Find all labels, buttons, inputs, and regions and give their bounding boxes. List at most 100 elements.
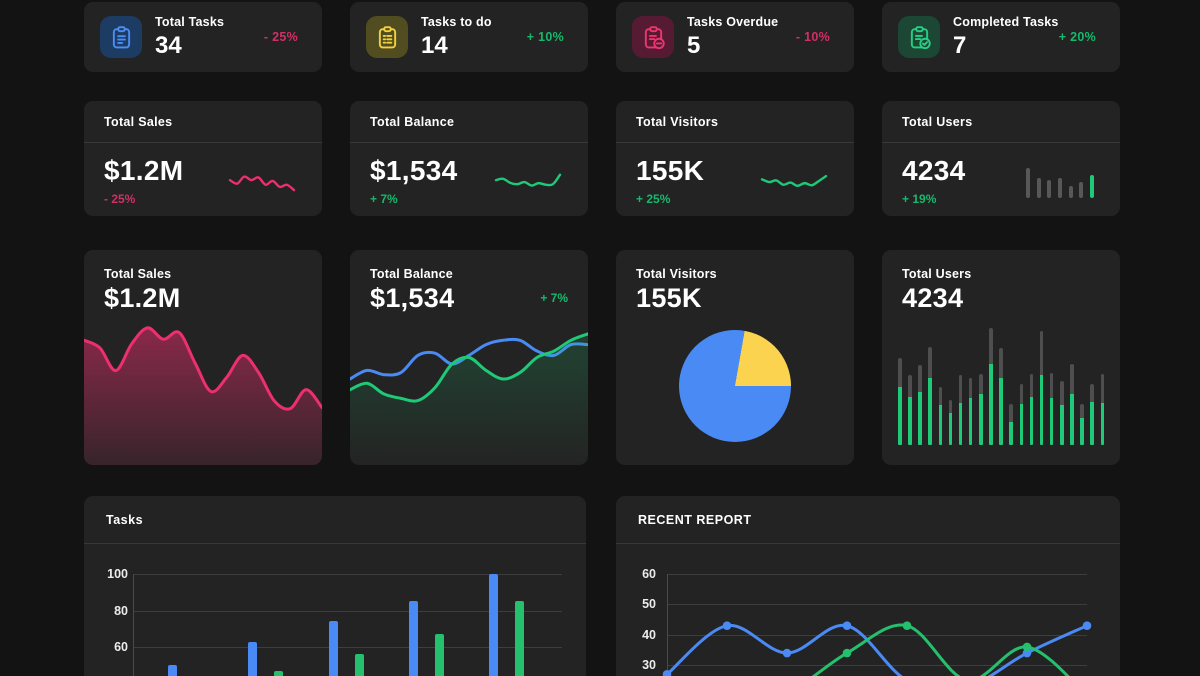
gridline (667, 604, 1087, 606)
bar-fill-segment (968, 398, 973, 445)
bar-top-segment (1049, 373, 1054, 398)
users-minibar-chart (1026, 164, 1094, 198)
user-bar (898, 358, 902, 445)
user-bar (968, 378, 973, 445)
user-bar (918, 365, 922, 445)
chart-card-total-visitors: Total Visitors 155K (616, 250, 854, 465)
panel-recent-report: RECENT REPORT 6050403020 (616, 496, 1120, 676)
stat-card-completed-tasks: Completed Tasks 7 + 20% (882, 2, 1120, 72)
report-blue-line (665, 623, 1089, 676)
sales-area-chart (84, 250, 322, 465)
kpi-delta: + 25% (636, 192, 671, 206)
stat-text: Tasks to do 14 (421, 16, 492, 58)
balance-green-line (350, 332, 588, 403)
stat-card-tasks-overdue: Tasks Overdue 5 - 10% (616, 2, 854, 72)
balance-sparkline (494, 164, 562, 198)
user-bar (958, 375, 963, 445)
chart-card-title: Total Balance (370, 267, 453, 281)
bar-fill-segment (1049, 398, 1054, 445)
bar-fill-segment (1009, 422, 1013, 445)
user-bar (938, 387, 942, 445)
tasks-bar-chart: 10080604020 (84, 496, 586, 676)
user-bar (1090, 384, 1094, 445)
kpi-body: 155K + 25% (616, 143, 854, 216)
report-blue-marker (722, 621, 732, 630)
visitors-pie-chart (679, 330, 791, 442)
bar-top-segment (1090, 384, 1094, 402)
user-bar (979, 374, 983, 445)
tasks-blue-bar (168, 665, 177, 676)
report-lines-svg (662, 621, 1092, 676)
user-bar (1100, 374, 1104, 445)
bar-top-segment (979, 374, 983, 394)
bar-top-segment (1009, 404, 1013, 422)
report-blue-marker (662, 670, 672, 676)
gridline (133, 647, 562, 648)
tasks-green-bar (515, 601, 525, 676)
kpi-value: $1.2M (104, 155, 184, 186)
user-bar (1080, 404, 1084, 445)
bar-fill-segment (999, 378, 1003, 445)
kpi-body: $1,534 + 7% (350, 143, 588, 216)
stat-label: Total Tasks (155, 15, 225, 30)
y-axis (133, 574, 134, 676)
stat-label: Completed Tasks (953, 15, 1059, 30)
stat-card-tasks-to-do: Tasks to do 14 + 10% (350, 2, 588, 72)
stat-text: Total Tasks 34 (155, 16, 224, 58)
chart-card-value: 155K (636, 283, 702, 313)
bar-fill-segment (948, 413, 953, 445)
tasks-blue-bar (408, 601, 418, 676)
stat-text: Completed Tasks 7 (953, 16, 1059, 58)
visitors-sparkline (760, 164, 828, 198)
stat-value: 34 (155, 31, 182, 59)
sales-sparkline (228, 164, 296, 198)
chart-card-value: 4234 (902, 283, 964, 313)
tasks-blue-bar (248, 641, 258, 676)
kpi-delta: - 25% (104, 192, 136, 206)
bar-fill-segment (918, 392, 922, 445)
user-bar (948, 400, 953, 445)
report-blue-marker (1022, 648, 1032, 658)
bar-top-segment (948, 400, 953, 413)
kpi-delta: + 7% (370, 192, 398, 206)
report-green-marker (842, 648, 852, 658)
stat-delta: - 25% (263, 30, 298, 44)
chart-card-title: Total Visitors (636, 267, 717, 281)
report-blue-marker (1082, 621, 1092, 630)
chart-card-title: Total Users (902, 267, 972, 281)
bar-fill-segment (928, 378, 932, 445)
y-axis-label: 100 (107, 567, 128, 581)
bar-top-segment (1039, 331, 1044, 375)
report-blue-marker (782, 648, 792, 658)
kpi-value: 4234 (902, 155, 966, 186)
area-chart-svg (84, 326, 322, 465)
bar-fill-segment (908, 397, 912, 445)
bar-top-segment (938, 387, 942, 405)
multiline-chart-svg (350, 332, 588, 465)
bar-fill-segment (938, 405, 942, 445)
stat-value: 5 (687, 31, 701, 59)
users-bar-chart (898, 325, 1104, 445)
report-green-marker (902, 621, 912, 630)
bar-fill-segment (1019, 404, 1023, 445)
chart-card-total-users: Total Users 4234 (882, 250, 1120, 465)
bar-top-segment (928, 347, 932, 378)
y-axis-label: 60 (114, 640, 128, 654)
y-axis-label: 40 (642, 627, 656, 642)
tasks-green-bar (274, 670, 284, 676)
user-bar (989, 328, 993, 445)
bar-fill-segment (958, 403, 963, 445)
kpi-title: Total Sales (84, 101, 322, 143)
user-bar (1049, 373, 1054, 445)
panel-tasks: Tasks 10080604020 (84, 496, 586, 676)
kpi-title: Total Visitors (616, 101, 854, 143)
bar-top-segment (1019, 384, 1023, 404)
stat-label: Tasks Overdue (687, 15, 779, 30)
sparkline-svg (760, 174, 828, 188)
mini-bar (1026, 168, 1030, 198)
kpi-title: Total Users (882, 101, 1120, 143)
y-axis (667, 574, 668, 676)
stat-text: Tasks Overdue 5 (687, 16, 778, 58)
chart-card-delta: + 7% (540, 291, 568, 305)
